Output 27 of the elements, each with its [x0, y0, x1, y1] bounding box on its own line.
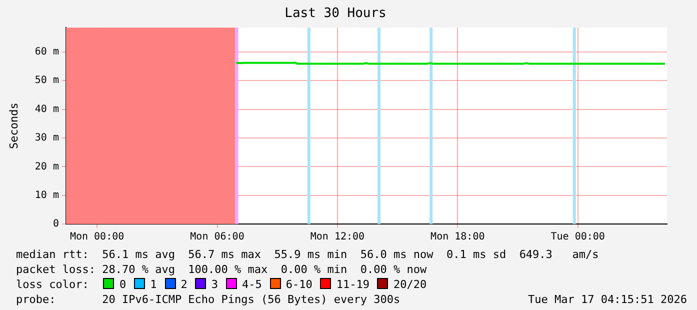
legend-label: 0 — [119, 278, 126, 291]
legend-label: 1 — [150, 278, 157, 291]
y-tick-label: 50 m — [34, 75, 59, 86]
x-tick-label: Mon 18:00 — [430, 232, 485, 243]
y-tick-label: 0 — [52, 218, 59, 230]
legend-label: 20/20 — [393, 278, 427, 291]
legend-title: loss color: — [16, 278, 89, 291]
legend-label: 3 — [211, 278, 218, 291]
text: median rtt: 56.1 ms avg 56.7 ms max 55.9 ms min 56.0 ms now 0.1 ms sd 649.3 am/s — [16, 248, 599, 262]
text: packet loss: 28.70 % avg 100.00 % max 0.00 % min 0.00 % now — [16, 263, 427, 277]
x-tick-label: Mon 12:00 — [310, 232, 365, 243]
text: Tue Mar 17 04:15:51 2026 — [528, 293, 687, 307]
legend-label: 6-10 — [286, 278, 312, 291]
legend-label: 11-19 — [336, 278, 370, 291]
legend-label: 4-5 — [242, 278, 262, 291]
y-tick-label: 20 m — [34, 161, 59, 172]
y-tick-label: 30 m — [34, 132, 59, 144]
y-tick-label: 40 m — [34, 104, 59, 115]
text: probe: 20 IPv6-ICMP Echo Pings (56 Bytes) every 300s — [16, 293, 400, 307]
y-tick-label: 60 m — [34, 46, 59, 58]
legend-label: 2 — [180, 278, 188, 291]
y-axis-title: Seconds — [7, 102, 20, 149]
chart-title: Last 30 Hours — [284, 6, 386, 22]
x-tick-label: Mon 06:00 — [190, 232, 244, 243]
x-tick-label: Tue 00:00 — [550, 232, 605, 243]
x-tick-label: Mon 00:00 — [70, 232, 124, 243]
y-tick-label: 10 m — [34, 190, 59, 201]
